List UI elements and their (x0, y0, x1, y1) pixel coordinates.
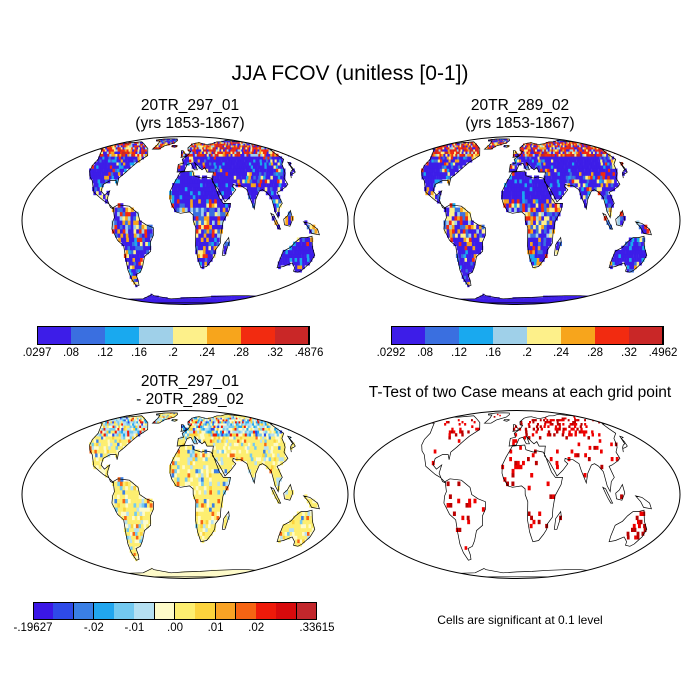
colorbar-segment (629, 326, 664, 345)
colorbar-tick-label: .28 (587, 347, 603, 359)
panel-title-bottom-left: 20TR_297_01 - 20TR_289_02 (20, 373, 360, 409)
world-map-top-left (21, 136, 349, 305)
colorbar-top-left: .0297 .08 .12 .16 .2 .24 .28 .32 .4876 (23, 326, 323, 359)
colorbar-tick-label: -.02 (83, 622, 104, 634)
panel-title-line1: 20TR_297_01 (140, 373, 240, 390)
colorbar-segment (93, 602, 115, 620)
colorbar-segment (275, 326, 310, 345)
panel-title-line2: (yrs 1853-1867) (135, 115, 245, 132)
colorbar-frame (33, 602, 317, 620)
colorbar-tick-label: .02 (248, 622, 265, 634)
colorbar-tick-label: .0292 (376, 347, 406, 359)
panel-title-top-right: 20TR_289_02 (yrs 1853-1867) (350, 97, 690, 133)
colorbar-tick-label: .32 (267, 347, 283, 359)
map-grid-cells (86, 412, 323, 578)
colorbar-tick-label: .32 (621, 347, 637, 359)
panel-title-line1: T-Test of two Case means at each grid po… (368, 384, 672, 401)
colorbar-frame (391, 326, 663, 345)
colorbar-tick-label: .2 (522, 347, 532, 359)
colorbar-segment (154, 602, 176, 620)
colorbar-tick-label: .33615 (299, 622, 335, 634)
world-map-top-right (353, 136, 681, 305)
colorbar-frame (37, 326, 309, 345)
world-map-ttest (353, 410, 681, 579)
panel-title-line1: 20TR_289_02 (470, 97, 570, 114)
map-border (353, 136, 681, 305)
colorbar-tick-label: -.19627 (13, 622, 53, 634)
colorbar-tick-label: .16 (485, 347, 501, 359)
colorbar-tick-label: -.01 (124, 622, 145, 634)
map-grid-cells (86, 138, 323, 304)
colorbar-tick-label: .12 (97, 347, 113, 359)
colorbar-tick-label: .4962 (648, 347, 678, 359)
colorbar-tick-label: .01 (207, 622, 224, 634)
significance-note: Cells are significant at 0.1 level (437, 613, 603, 627)
map-border (21, 410, 349, 579)
colorbar-tick-label: .16 (131, 347, 147, 359)
colorbar-tick-label: .12 (451, 347, 467, 359)
colorbar-tick-label: .24 (199, 347, 215, 359)
panel-title-line2: - 20TR_289_02 (136, 391, 244, 408)
coastlines (418, 412, 656, 578)
panel-title-top-left: 20TR_297_01 (yrs 1853-1867) (20, 97, 360, 133)
colorbar-difference: -.19627 -.02 -.01 .00 .01 .02 .33615 (13, 602, 335, 634)
world-map-difference (21, 410, 349, 579)
colorbar-tick-label: .24 (553, 347, 569, 359)
colorbar-tick-label: .28 (233, 347, 249, 359)
colorbar-segment (235, 602, 257, 620)
panel-title-line1: 20TR_297_01 (140, 97, 240, 114)
figure-title: JJA FCOV (unitless [0-1]) (231, 62, 469, 85)
map-border (353, 410, 681, 579)
map-grid-cells (431, 413, 647, 550)
colorbar-tick-label: .08 (417, 347, 433, 359)
colorbar-tick-label: .4876 (294, 347, 324, 359)
colorbar-tick-label: .08 (63, 347, 79, 359)
panel-title-line2: (yrs 1853-1867) (465, 115, 575, 132)
colorbar-top-right: .0292 .08 .12 .16 .2 .24 .28 .32 .4962 (377, 326, 677, 359)
map-border (21, 136, 349, 305)
colorbar-tick-label: .2 (168, 347, 178, 359)
map-grid-cells (418, 138, 655, 304)
colorbar-tick-label: .00 (167, 622, 183, 634)
colorbar-tick-label: .0297 (22, 347, 52, 359)
panel-title-bottom-right: T-Test of two Case means at each grid po… (350, 384, 690, 402)
